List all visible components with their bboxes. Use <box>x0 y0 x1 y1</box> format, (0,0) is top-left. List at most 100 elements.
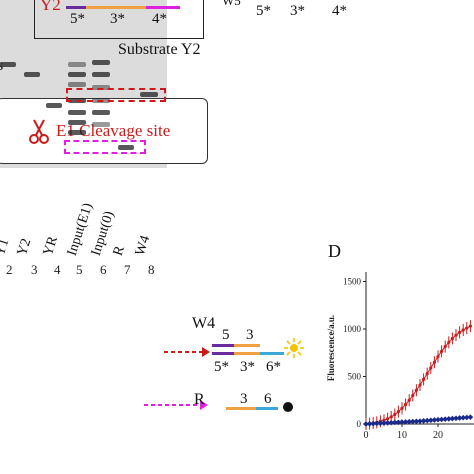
lane-number: 6 <box>100 262 107 277</box>
data-point <box>445 416 452 422</box>
data-point <box>458 330 462 334</box>
lane-number: 4 <box>54 262 61 277</box>
y-tick-label: 500 <box>348 372 362 382</box>
quencher-dot <box>283 402 293 412</box>
lane-label: R <box>110 244 128 258</box>
gel-band <box>68 72 86 77</box>
data-point <box>381 420 387 426</box>
r-strand-blue <box>256 407 278 410</box>
r-label: R <box>194 391 205 408</box>
gel-band <box>92 110 110 115</box>
data-point <box>436 354 440 359</box>
substrate-strand-magenta <box>146 6 180 9</box>
gel-band <box>68 110 86 115</box>
w4-strand-top-purple <box>212 344 234 347</box>
substrate-strand-purple <box>66 6 86 9</box>
data-point <box>396 410 400 414</box>
data-point <box>393 412 397 417</box>
arrow-to-w4 <box>164 347 210 357</box>
lane-number: 3 <box>31 262 38 277</box>
w4-strand-bottom-purple <box>212 352 234 355</box>
arrow-to-r <box>144 400 208 410</box>
x-tick-label: 0 <box>364 430 369 441</box>
scissors-icon <box>29 119 49 144</box>
data-point <box>435 416 441 423</box>
right-number: 4* <box>332 3 347 19</box>
y-tick-label: 1500 <box>343 277 362 287</box>
highlight-box-red <box>66 88 166 102</box>
data-point <box>440 349 444 353</box>
gel-band <box>68 130 86 135</box>
data-point <box>411 393 415 398</box>
data-point <box>386 417 390 421</box>
y-tick-label: 1000 <box>343 324 362 334</box>
gel-band <box>68 82 86 87</box>
substrate-number: 3* <box>110 11 125 27</box>
lane-number: 7 <box>124 262 131 277</box>
data-point <box>422 377 426 381</box>
lane-label: Y2 <box>14 236 35 258</box>
data-point <box>429 366 433 370</box>
data-point <box>389 415 393 419</box>
data-point <box>404 402 408 407</box>
w4-strand-bottom-orange <box>234 352 260 355</box>
w4-number: 3* <box>240 359 255 375</box>
lane-number: 5 <box>76 262 83 277</box>
data-point <box>391 419 398 426</box>
data-point <box>454 333 458 337</box>
gel-band <box>92 85 110 90</box>
r-number: 3 <box>240 391 248 407</box>
w4-number: 5* <box>214 359 229 375</box>
right-prefix-label: W5 <box>222 0 241 8</box>
data-point <box>460 414 467 421</box>
right-number: 5* <box>256 3 271 19</box>
w4-strand-top-orange <box>234 344 260 347</box>
r-strand-orange <box>226 407 256 410</box>
data-point <box>424 417 431 424</box>
data-point <box>449 415 456 422</box>
substrate-number: 5* <box>70 11 85 27</box>
data-point <box>407 398 411 402</box>
substrate-box <box>34 0 204 39</box>
gel-band <box>46 103 62 108</box>
lane-label: YR <box>40 234 62 258</box>
data-point <box>442 416 449 422</box>
y-tick-label: 0 <box>357 419 362 429</box>
panel-d-letter: D <box>328 241 341 261</box>
gel-band <box>24 72 40 77</box>
data-point <box>450 336 454 341</box>
data-point <box>432 360 436 364</box>
data-point <box>406 418 413 425</box>
substrate-caption: Substrate Y2 <box>118 41 201 58</box>
gel-band <box>92 72 110 77</box>
gel-band <box>92 60 110 65</box>
data-point <box>453 415 459 422</box>
w4-number: 6* <box>266 359 281 375</box>
lane-label: Y1 <box>0 236 13 258</box>
data-point <box>461 328 465 332</box>
data-point <box>468 324 472 328</box>
data-point <box>400 406 404 410</box>
sun-icon <box>284 338 304 358</box>
highlight-box-magenta <box>64 140 146 154</box>
w4-number: 3 <box>246 327 254 343</box>
data-point <box>418 383 422 387</box>
lane-label: W4 <box>132 233 154 258</box>
data-point <box>443 344 447 349</box>
substrate-number: 4* <box>152 11 167 27</box>
lane-number: 2 <box>6 262 13 277</box>
data-point <box>399 419 405 425</box>
data-point <box>414 388 418 392</box>
data-point <box>463 414 470 421</box>
data-point <box>425 372 429 376</box>
data-point <box>382 418 386 422</box>
substrate-strand-orange <box>86 6 146 9</box>
gel-band <box>68 120 86 125</box>
right-number: 3* <box>290 3 305 19</box>
data-point <box>447 340 451 344</box>
r-number: 6 <box>264 391 272 407</box>
series-line <box>365 325 471 425</box>
data-point <box>467 414 474 420</box>
x-tick-label: 20 <box>433 430 443 441</box>
data-point <box>431 417 438 423</box>
